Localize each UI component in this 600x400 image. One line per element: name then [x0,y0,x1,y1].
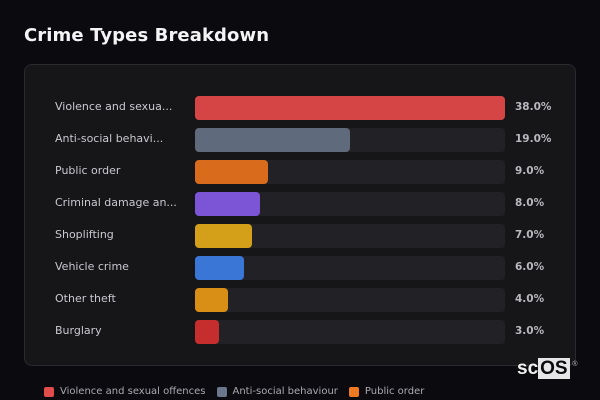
bar-fill[interactable] [195,96,505,120]
legend-item[interactable]: Public order [348,386,425,397]
bar-label: Anti-social behavi... [55,132,164,145]
bar-fill[interactable] [195,288,228,312]
bar-row: Other theft 4.0% [25,288,577,312]
bar-label: Criminal damage an... [55,196,177,209]
chart-legend: Violence and sexual offences Anti-social … [44,386,435,397]
logo-text-sc: sc [517,358,539,379]
bar-track [195,256,505,280]
bar-value: 6.0% [515,261,545,273]
watermark-logo: sc OS ® [517,358,578,380]
bar-track [195,224,505,248]
registered-mark: ® [572,361,578,368]
bar-row: Anti-social behavi... 19.0% [25,128,577,152]
bar-track [195,160,505,184]
bar-label: Violence and sexua... [55,100,173,113]
legend-label: Anti-social behaviour [232,386,338,397]
bar-label: Other theft [55,292,116,305]
legend-label: Violence and sexual offences [60,386,206,397]
bar-value: 9.0% [515,165,545,177]
bar-fill[interactable] [195,160,269,184]
bar-value: 38.0% [515,101,552,113]
bar-row: Public order 9.0% [25,160,577,184]
bar-label: Vehicle crime [55,260,129,273]
bar-row: Violence and sexua... 38.0% [25,96,577,120]
bar-value: 7.0% [515,229,545,241]
legend-swatch-icon [216,386,227,397]
bar-value: 8.0% [515,197,545,209]
bar-fill[interactable] [195,320,220,344]
legend-item[interactable]: Violence and sexual offences [44,386,206,397]
bar-label: Shoplifting [55,228,114,241]
bar-track [195,320,505,344]
chart-title: Crime Types Breakdown [24,25,270,46]
bar-track [195,288,505,312]
bar-track [195,128,505,152]
bar-value: 3.0% [515,325,545,337]
legend-swatch-icon [44,386,54,397]
legend-label: Public order [364,386,425,397]
bar-row: Vehicle crime 6.0% [25,256,577,280]
bar-fill[interactable] [195,256,244,280]
bar-label: Burglary [55,324,102,337]
bar-row: Burglary 3.0% [25,320,577,344]
bar-label: Public order [55,164,121,177]
bar-track [195,96,505,120]
bar-fill[interactable] [195,224,253,248]
chart-card: Violence and sexua... 38.0% Anti-social be… [24,64,576,366]
bar-value: 4.0% [515,293,545,305]
bar-value: 19.0% [515,133,552,145]
bar-fill[interactable] [195,128,350,152]
legend-item[interactable]: Anti-social behaviour [216,386,338,397]
bar-row: Criminal damage an... 8.0% [25,192,577,216]
bar-row: Shoplifting 7.0% [25,224,577,248]
bar-fill[interactable] [195,192,261,216]
bar-track [195,192,505,216]
legend-swatch-icon [348,386,359,397]
logo-text-os: OS [538,358,570,379]
